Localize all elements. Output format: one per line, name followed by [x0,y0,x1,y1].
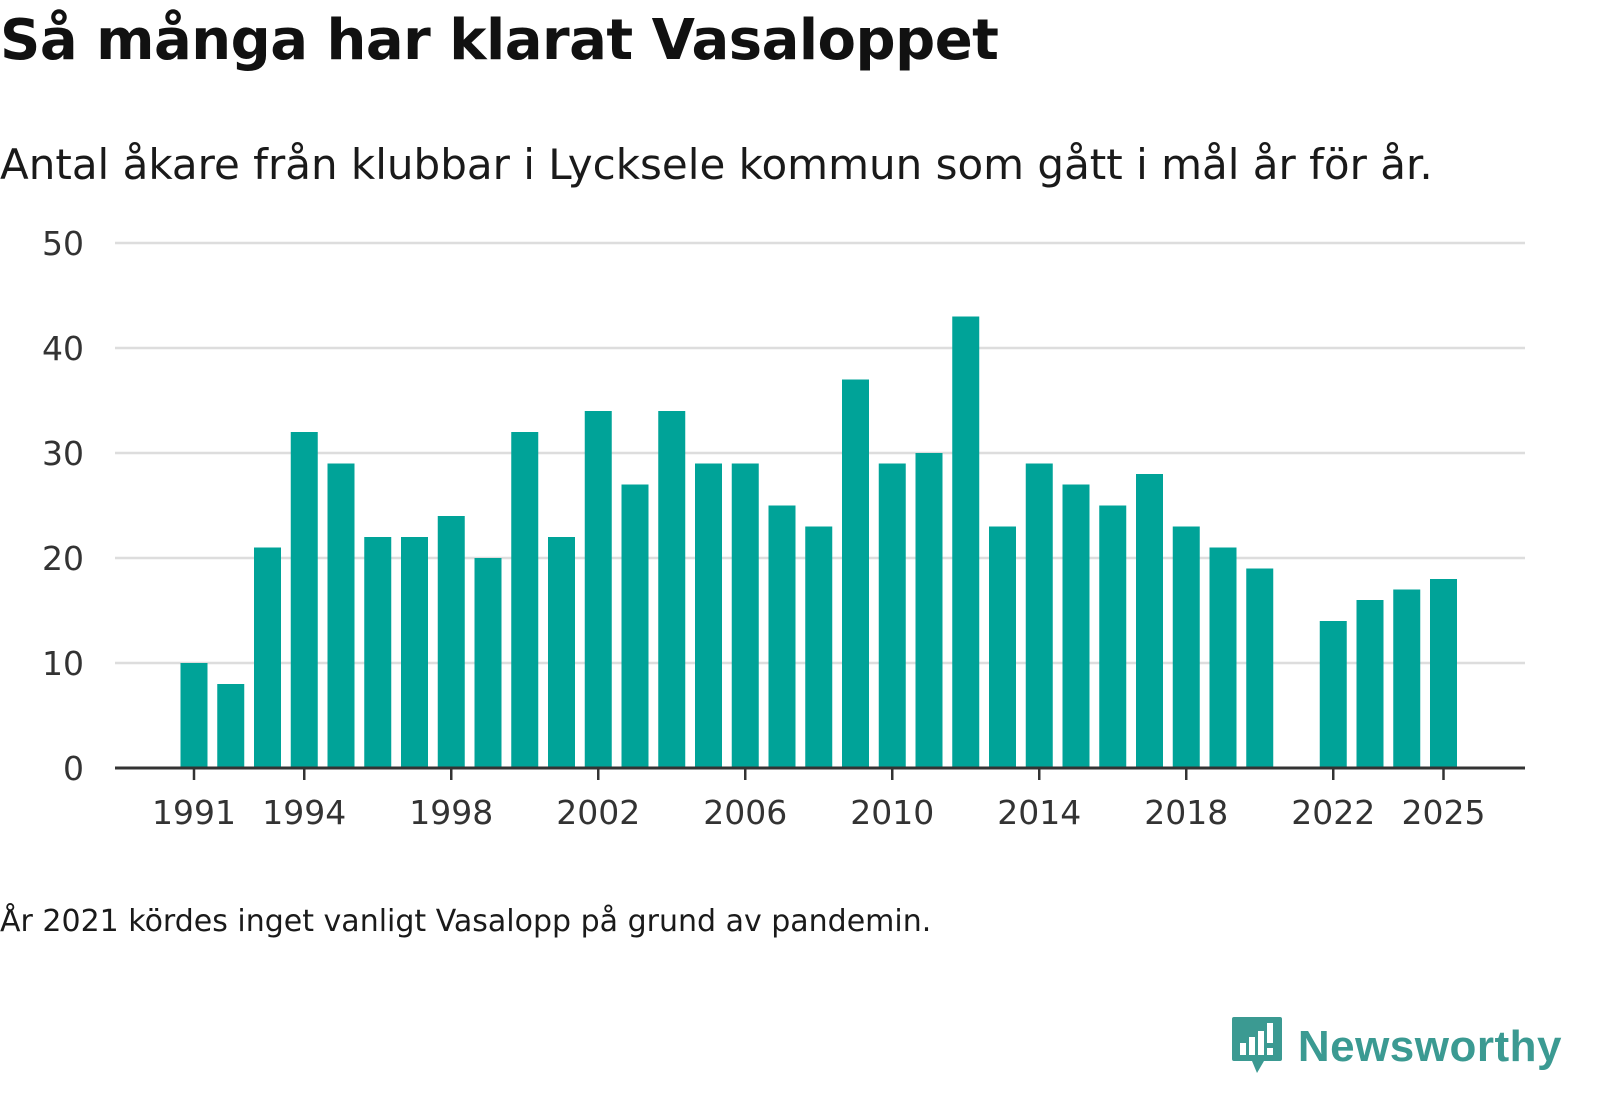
bar-2011 [915,453,943,768]
x-tick-label: 1998 [409,793,493,832]
x-tick-label: 2002 [556,793,640,832]
bar-2022 [1319,621,1347,768]
y-tick-label: 50 [42,224,84,263]
x-tick-label: 2006 [703,793,787,832]
bar-1992 [217,684,245,768]
x-tick-label: 2022 [1291,793,1375,832]
bar-1993 [254,547,281,768]
bar-2000 [511,432,539,768]
bar-2008 [805,526,833,768]
bar-2016 [1099,505,1127,768]
y-tick-label: 20 [42,539,84,578]
bar-1996 [364,537,392,768]
chat-bar-chart-icon [1230,1015,1284,1079]
bar-2003 [621,484,649,768]
bar-2001 [548,537,575,768]
bar-2019 [1209,547,1237,768]
footnote: År 2021 kördes inget vanligt Vasalopp på… [0,904,932,939]
bar-1994 [290,432,318,768]
x-tick-label: 1994 [262,793,346,832]
chart-title: Så många har klarat Vasaloppet [0,8,999,73]
bar-2023 [1356,600,1384,768]
bar-1997 [401,537,428,768]
bar-1995 [327,463,355,768]
bar-2017 [1136,474,1163,768]
bar-2018 [1172,526,1200,768]
bar-2007 [768,505,796,768]
y-tick-label: 10 [42,644,84,683]
y-tick-label: 40 [42,329,84,368]
bar-2020 [1246,568,1274,768]
x-tick-label: 1991 [152,793,236,832]
y-axis-ticks: 0 10 20 30 40 50 [42,224,84,788]
y-tick-label: 0 [63,749,84,788]
bar-2025 [1430,579,1457,768]
bar-2009 [842,379,869,768]
bar-2005 [695,463,722,768]
bar-2002 [584,411,612,768]
x-tick-label: 2014 [997,793,1081,832]
x-tick-label: 2018 [1144,793,1228,832]
bars [180,316,1457,768]
x-tick-label: 2010 [850,793,934,832]
y-tick-label: 30 [42,434,84,473]
bar-1999 [474,558,502,768]
bar-2014 [1025,463,1053,768]
bar-2013 [989,526,1016,768]
x-tick-label: 2025 [1402,793,1486,832]
bar-2006 [731,463,759,768]
x-axis-ticks: 1991 1994 1998 2002 2006 2010 2014 2018 2022 2025 [152,768,1485,832]
bar-2004 [658,411,686,768]
bar-1991 [180,663,208,768]
bar-2015 [1062,484,1090,768]
brand-name: Newsworthy [1297,1022,1562,1071]
chart-subtitle: Antal åkare från klubbar i Lycksele komm… [0,140,1433,189]
bar-2012 [952,316,980,768]
bar-2024 [1393,589,1421,768]
newsworthy-logo: Newsworthy [1230,1015,1562,1079]
bar-2010 [878,463,906,768]
bar-1998 [437,516,465,768]
